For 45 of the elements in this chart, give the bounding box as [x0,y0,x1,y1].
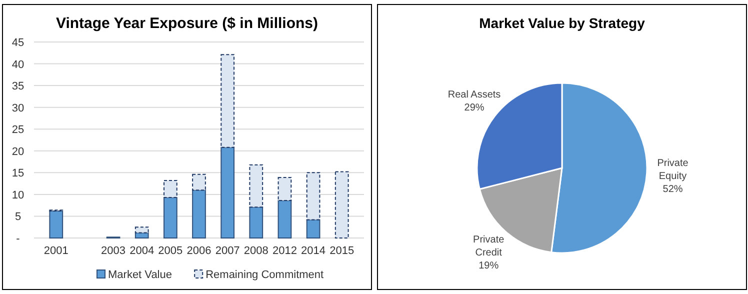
bar [278,176,292,202]
x-tick-label: 2007 [215,245,240,257]
y-tick-label: 40 [12,58,24,71]
x-tick-label: 2003 [101,245,126,257]
bar [220,54,234,148]
data-label: 19% [478,260,499,272]
bar [249,206,264,238]
bar [220,146,234,238]
y-tick-label: 45 [12,37,24,49]
x-tick-label: 2012 [272,245,297,257]
legend-label: Remaining Commitment [206,269,324,281]
bar [49,210,64,238]
y-tick-label: 35 [12,80,24,93]
x-tick-label: 2014 [301,245,326,257]
data-label: 52% [662,184,683,195]
chart-title: Market Value by Strategy [479,15,646,31]
x-tick-label: 2001 [44,245,68,257]
x-tick-label: 2005 [158,245,183,257]
slice-label: Private Credit [473,234,505,258]
bar [134,226,149,234]
bar [192,190,206,238]
x-tick-label: 2006 [186,245,212,257]
x-tick-label: 2004 [130,245,154,257]
bar [192,174,206,191]
bar [164,180,178,198]
y-tick-label: - [16,233,20,245]
y-tick-label: 20 [12,146,24,158]
y-tick-label: 25 [12,124,24,136]
bar [334,171,349,238]
chart-title: Vintage Year Exposure ($ in Millions) [56,15,318,32]
bar [306,172,320,220]
y-tick-label: 5 [14,211,22,224]
bar [164,196,178,238]
x-tick-label: 2008 [244,245,268,257]
x-tick-label: 2015 [330,245,354,257]
legend-label: Market Value [108,269,172,281]
slice-label: Private Equity [657,158,689,182]
data-label: 29% [464,102,484,114]
bar [249,164,264,208]
y-tick-label: 15 [12,168,24,180]
slice-label: Real Assets [448,89,501,100]
y-tick-label: 30 [12,102,24,114]
y-tick-label: 10 [12,189,24,202]
bar [306,219,320,238]
bar [278,200,292,238]
